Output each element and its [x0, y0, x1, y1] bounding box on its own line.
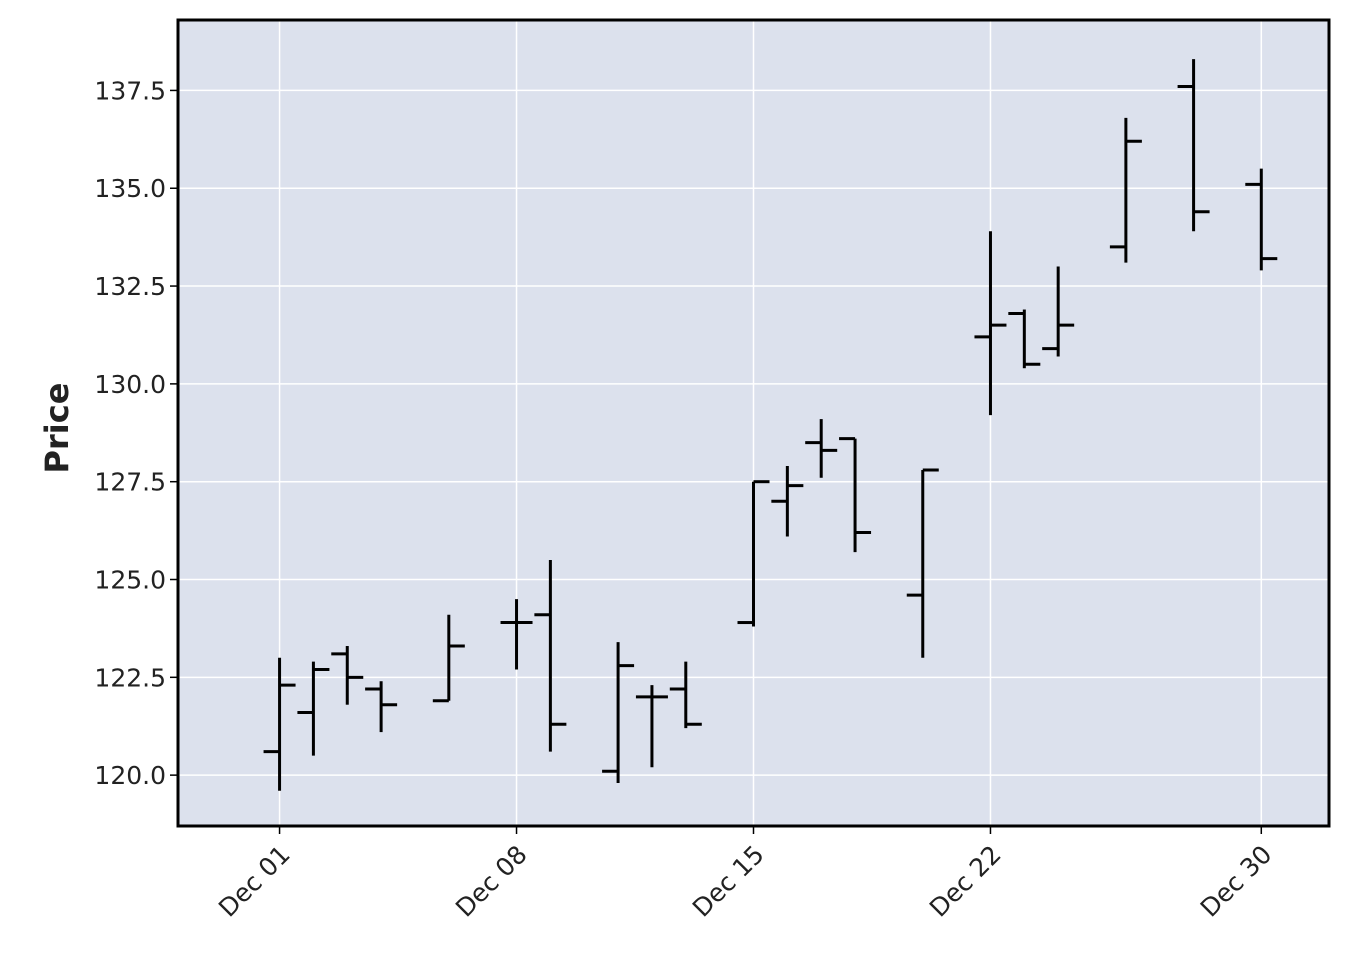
- ohlc-bar: [263, 657, 296, 791]
- ohlc-bar: [602, 642, 635, 783]
- x-axis: Dec 01 Dec 08 Dec 15 Dec 22 Dec 30: [213, 826, 1278, 923]
- ohlc-bar: [1109, 117, 1142, 263]
- ohlc-bar: [906, 468, 939, 658]
- ohlc-bar: [297, 661, 330, 756]
- x-tick-label: Dec 15: [687, 840, 770, 923]
- ohlc-bar: [974, 231, 1007, 416]
- x-tick-label: Dec 22: [924, 840, 1007, 923]
- y-axis-title: Price: [38, 383, 76, 474]
- x-tick-label: Dec 30: [1195, 840, 1278, 923]
- ohlc-bar: [669, 661, 702, 729]
- ohlc-bar: [805, 419, 838, 478]
- ohlc-bar: [839, 437, 872, 553]
- y-tick-label: 132.5: [94, 272, 166, 301]
- y-tick-label: 122.5: [94, 663, 166, 692]
- y-tick-label: 125.0: [94, 566, 166, 595]
- ohlc-bars: [263, 59, 1278, 791]
- ohlc-bar: [331, 646, 364, 705]
- ohlc-bar: [737, 480, 770, 627]
- y-tick-label: 127.5: [94, 468, 166, 497]
- ohlc-bar: [1008, 309, 1041, 369]
- y-tick-label: 137.5: [94, 76, 166, 105]
- y-tick-label: 120.0: [94, 761, 166, 790]
- ohlc-bar: [1245, 168, 1278, 271]
- ohlc-bar: [1042, 266, 1075, 357]
- y-tick-label: 135.0: [94, 174, 166, 203]
- ohlc-bar: [1177, 59, 1210, 232]
- x-tick-label: Dec 08: [450, 840, 533, 923]
- y-axis: 120.0 122.5 125.0 127.5 130.0 132.5 135.0 137.5: [94, 76, 178, 790]
- ohlc-bar: [432, 614, 465, 703]
- ohlc-bar: [365, 681, 398, 733]
- ohlc-bar: [771, 466, 804, 537]
- y-tick-label: 130.0: [94, 370, 166, 399]
- ohlc-bar: [534, 559, 567, 752]
- ohlc-bar: [500, 599, 533, 670]
- x-tick-label: Dec 01: [213, 840, 296, 923]
- ohlc-bar: [635, 685, 668, 768]
